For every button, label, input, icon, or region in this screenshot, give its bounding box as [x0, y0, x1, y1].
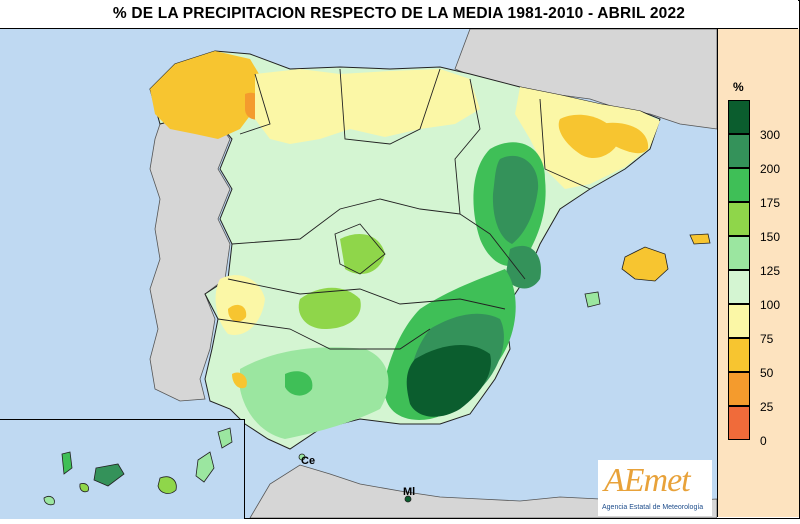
logo-wordmark: AEmet	[604, 462, 691, 499]
legend-label: 25	[760, 400, 774, 414]
legend-swatch	[728, 304, 750, 338]
legend-swatch	[728, 134, 750, 168]
legend-label: 0	[760, 434, 767, 448]
balearic-menorca	[689, 233, 711, 245]
logo-agency: Agencia Estatal de Meteorología	[602, 504, 704, 511]
legend-swatch	[728, 236, 750, 270]
legend-unit: %	[733, 80, 744, 94]
map-title: % DE LA PRECIPITACION RESPECTO DE LA MED…	[112, 5, 686, 22]
legend-label: 150	[760, 230, 781, 244]
region-east-higher	[492, 155, 539, 244]
region-nw-deficit	[150, 51, 265, 139]
legend-label: 125	[760, 264, 781, 278]
region-borders	[217, 68, 591, 350]
balearic-mallorca	[621, 246, 669, 282]
region-north-yellow	[255, 69, 480, 144]
title-bar: % DE LA PRECIPITACION RESPECTO DE LA MED…	[0, 0, 798, 29]
region-valencia-high	[505, 245, 541, 289]
legend-swatch	[728, 372, 750, 406]
ceuta-marker	[298, 453, 306, 461]
island-lanzarote	[217, 427, 233, 449]
balearic-ibiza	[584, 291, 601, 308]
aemet-logo: AEmet Agencia Estatal de Meteorología	[598, 460, 712, 516]
portugal-land	[149, 113, 231, 402]
legend-swatch	[728, 168, 750, 202]
legend-label: 100	[760, 298, 781, 312]
region-west-deficit	[228, 304, 247, 322]
legend-label: 175	[760, 196, 781, 210]
island-fuerteventura	[195, 451, 215, 483]
island-la-palma	[61, 451, 73, 475]
region-andalusia	[240, 347, 389, 439]
region-ne-deficit-2	[600, 122, 649, 154]
canary-islands-inset	[0, 419, 245, 519]
island-gran-canaria	[157, 476, 177, 494]
island-tenerife	[93, 463, 125, 487]
island-el-hierro	[43, 496, 55, 506]
region-madrid-high	[340, 234, 385, 274]
region-sw-deficit	[232, 372, 247, 389]
region-andalusia-high	[285, 371, 313, 396]
legend-swatch	[728, 406, 750, 440]
region-se-max	[406, 344, 491, 417]
legend-label: 75	[760, 332, 774, 346]
legend-swatch	[728, 338, 750, 372]
legend-label: 300	[760, 128, 781, 142]
legend-swatch	[728, 100, 750, 134]
legend-swatch	[728, 270, 750, 304]
melilla-marker	[404, 495, 412, 503]
legend-label: 50	[760, 366, 774, 380]
label-ceuta: Ce	[301, 455, 316, 467]
island-la-gomera	[79, 483, 89, 493]
canary-islands-map	[0, 420, 244, 519]
legend-swatch	[728, 202, 750, 236]
legend-label: 200	[760, 162, 781, 176]
region-center-high	[298, 287, 361, 329]
label-melilla: Ml	[403, 486, 416, 498]
